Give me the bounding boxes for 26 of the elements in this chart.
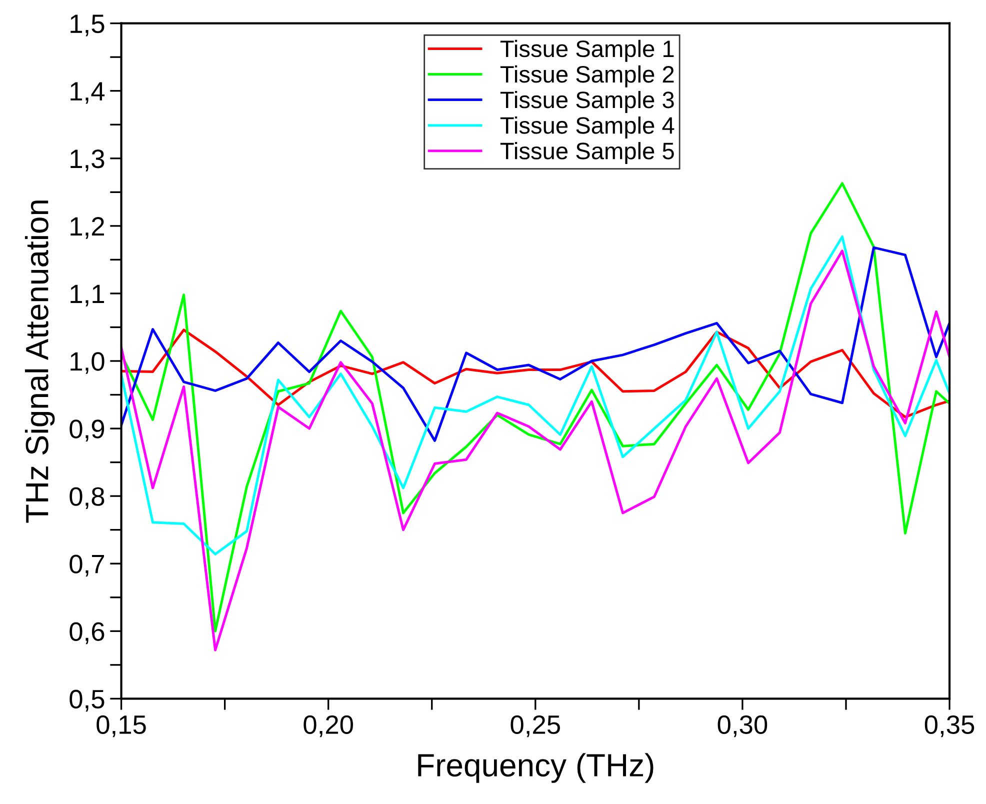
y-tick-label: 0,5 bbox=[70, 690, 104, 712]
legend-label: Tissue Sample 4 bbox=[500, 116, 674, 139]
y-tick-label: 0,7 bbox=[70, 554, 104, 577]
y-tick-label: 1,4 bbox=[70, 82, 105, 104]
legend-label: Tissue Sample 2 bbox=[500, 65, 674, 88]
y-tick-label: 0,8 bbox=[70, 487, 104, 510]
y-tick-label: 1,1 bbox=[70, 284, 104, 306]
x-axis-title: Frequency (THz) bbox=[418, 753, 654, 783]
y-tick-label: 0,9 bbox=[70, 420, 104, 442]
line-series bbox=[121, 246, 950, 442]
y-axis-title: THz Signal Attenuation bbox=[24, 200, 55, 523]
legend-label: Tissue Sample 3 bbox=[500, 90, 674, 113]
y-tick-label: 0,6 bbox=[70, 622, 104, 644]
legend-label: Tissue Sample 1 bbox=[500, 40, 674, 62]
y-tick-label: 1,0 bbox=[70, 352, 104, 374]
y-tick-label: 1,3 bbox=[70, 150, 104, 172]
y-tick-label: 1,5 bbox=[70, 14, 104, 36]
legend-label: Tissue Sample 5 bbox=[500, 142, 674, 164]
x-tick-label: 0,25 bbox=[510, 715, 560, 738]
x-tick-label: 0,20 bbox=[304, 715, 353, 738]
x-tick-label: 0,15 bbox=[96, 715, 146, 738]
line-series bbox=[121, 250, 950, 652]
x-tick-label: 0,30 bbox=[718, 715, 768, 738]
y-tick-label: 1,2 bbox=[70, 217, 104, 239]
x-tick-label: 0,35 bbox=[924, 715, 974, 738]
line-series bbox=[121, 235, 950, 556]
